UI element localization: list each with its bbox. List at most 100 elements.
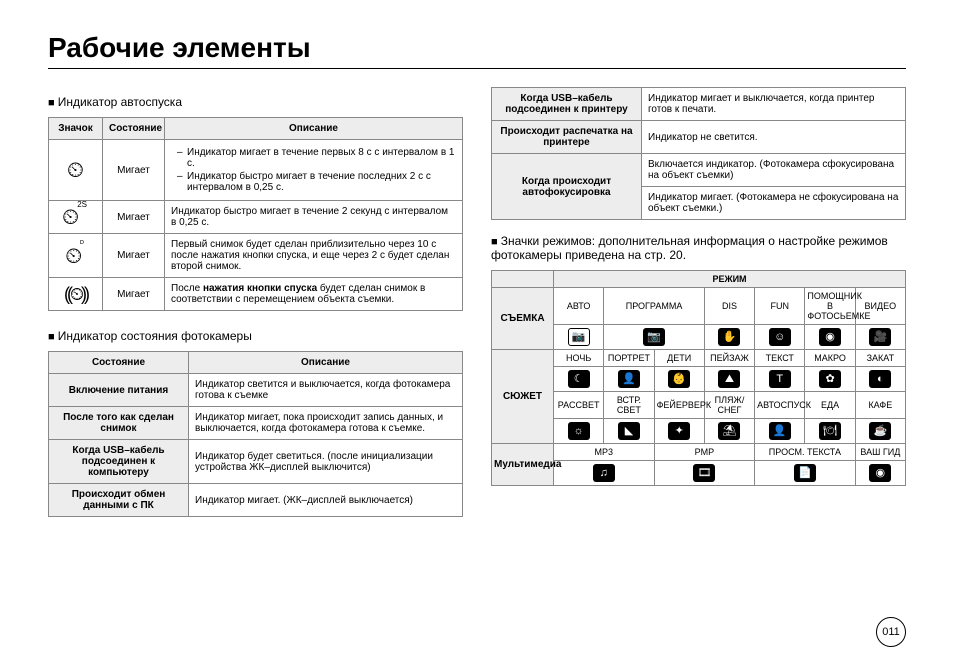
mode-icon-cell: ◐ bbox=[855, 367, 905, 392]
selftimer-row: ((⏲))МигаетПосле нажатия кнопки спуска б… bbox=[49, 278, 463, 311]
status-desc: Индикатор мигает, пока происходит запись… bbox=[189, 407, 463, 440]
mode-name: АВТОСПУСК bbox=[755, 392, 805, 419]
status-row: Происходит распечатка на принтереИндикат… bbox=[492, 121, 906, 154]
status-desc: Индикатор будет светиться. (после инициа… bbox=[189, 440, 463, 484]
status-desc: Индикатор светится и выключается, когда … bbox=[189, 374, 463, 407]
selftimer-row: ⏲ Мигает Индикатор мигает в течение первых… bbox=[49, 140, 463, 201]
desc-cell: Индикатор мигает в течение первых 8 с с … bbox=[165, 140, 463, 201]
mode-icon: ✿ bbox=[819, 370, 841, 388]
page-title: Рабочие элементы bbox=[48, 32, 906, 69]
mode-name: ПЛЯЖ/ СНЕГ bbox=[704, 392, 754, 419]
mode-icon-cell: 🍽 bbox=[805, 419, 855, 444]
mode-icon-cell: ☺ bbox=[755, 325, 805, 350]
th-desc2: Описание bbox=[189, 352, 463, 374]
status-row: Когда USB–кабель подсоединен к принтеруИ… bbox=[492, 88, 906, 121]
mode-name: DIS bbox=[704, 288, 754, 325]
status-table: Состояние Описание Включение питанияИнди… bbox=[48, 351, 463, 517]
mode-icon-cell: T bbox=[755, 367, 805, 392]
th-icon: Значок bbox=[49, 118, 103, 140]
mode-name: ПРОСМ. ТЕКСТА bbox=[755, 444, 856, 461]
timer-icon: ((⏲)) bbox=[64, 284, 87, 304]
timer-icon-sup: 2S bbox=[77, 200, 87, 209]
mode-name: MP3 bbox=[554, 444, 655, 461]
mode-icon-cell: 🎥 bbox=[855, 325, 905, 350]
mode-icon: 📄 bbox=[794, 464, 816, 482]
status-row: После того как сделан снимокИндикатор ми… bbox=[49, 407, 463, 440]
mode-icon-cell: ✋ bbox=[704, 325, 754, 350]
mode-icon-cell: ⛰ bbox=[704, 367, 754, 392]
status-desc: Включается индикатор. (Фотокамера сфокус… bbox=[642, 154, 906, 187]
mode-icon: 📷 bbox=[568, 328, 590, 346]
mode-name: ФЕЙЕРВЕРК bbox=[654, 392, 704, 419]
status-desc: Индикатор мигает. (ЖК–дисплей выключаетс… bbox=[189, 484, 463, 517]
mode-icon-cell: 👤 bbox=[755, 419, 805, 444]
mode-name: ВАШ ГИД bbox=[855, 444, 905, 461]
mode-icon-cell: ♫ bbox=[554, 461, 655, 486]
mode-icon-cell: ◣ bbox=[604, 419, 654, 444]
mode-name: ПОРТРЕТ bbox=[604, 350, 654, 367]
mode-icon-cell: ✦ bbox=[654, 419, 704, 444]
status-desc: Индикатор мигает и выключается, когда пр… bbox=[642, 88, 906, 121]
mode-icon-cell: 🎞 bbox=[654, 461, 755, 486]
mode-icon-cell: 📷 bbox=[604, 325, 705, 350]
left-column: Индикатор автоспуска Значок Состояние Оп… bbox=[48, 87, 463, 517]
status-desc: Индикатор мигает. (Фотокамера не сфокуси… bbox=[642, 187, 906, 220]
selftimer-heading: Индикатор автоспуска bbox=[48, 95, 463, 109]
desc-item: Индикатор мигает в течение первых 8 с с … bbox=[177, 147, 456, 169]
mode-icon-cell: ☼ bbox=[554, 419, 604, 444]
th-desc: Описание bbox=[165, 118, 463, 140]
status-table-cont: Когда USB–кабель подсоединен к принтеруИ… bbox=[491, 87, 906, 220]
timer-icon-cell: ⏲ᴰ bbox=[49, 234, 103, 278]
mode-icon-cell: 👶 bbox=[654, 367, 704, 392]
mode-icon: ⛱ bbox=[718, 422, 740, 440]
mode-name: ДЕТИ bbox=[654, 350, 704, 367]
mode-icon: ◐ bbox=[869, 370, 891, 388]
status-label: Происходит обмен данными с ПК bbox=[49, 484, 189, 517]
mode-icon: ☺ bbox=[769, 328, 791, 346]
mode-icon: ☕ bbox=[869, 422, 891, 440]
mode-icon-cell: ☕ bbox=[855, 419, 905, 444]
shooting-label: СЪЕМКА bbox=[492, 288, 554, 350]
mode-name: КАФЕ bbox=[855, 392, 905, 419]
mode-name: PMP bbox=[654, 444, 755, 461]
status-label: Включение питания bbox=[49, 374, 189, 407]
th-state2: Состояние bbox=[49, 352, 189, 374]
mode-icon: 🍽 bbox=[819, 422, 841, 440]
mode-icon: 👤 bbox=[618, 370, 640, 388]
multimedia-label: Мультимедиа bbox=[492, 444, 554, 486]
mode-name: НОЧЬ bbox=[554, 350, 604, 367]
modes-heading: Значки режимов: дополнительная информаци… bbox=[491, 234, 906, 262]
mode-icon-cell: 👤 bbox=[604, 367, 654, 392]
status-row: Происходит обмен данными с ПКИндикатор м… bbox=[49, 484, 463, 517]
mode-name: ЗАКАТ bbox=[855, 350, 905, 367]
status-label: Когда USB–кабель подсоединен к принтеру bbox=[492, 88, 642, 121]
mode-icon-cell: ◉ bbox=[805, 325, 855, 350]
mode-name: ВСТР. СВЕТ bbox=[604, 392, 654, 419]
desc-cell: После нажатия кнопки спуска будет сделан… bbox=[165, 278, 463, 311]
mode-name: МАКРО bbox=[805, 350, 855, 367]
mode-icon: ◉ bbox=[869, 464, 891, 482]
desc-cell: Первый снимок будет сделан приблизительн… bbox=[165, 234, 463, 278]
mode-icon: ♫ bbox=[593, 464, 615, 482]
mode-name: АВТО bbox=[554, 288, 604, 325]
mode-name: ПРОГРАММА bbox=[604, 288, 705, 325]
mode-icon: 🎥 bbox=[869, 328, 891, 346]
timer-icon: ⏲ bbox=[67, 159, 84, 181]
mode-name: РАССВЕТ bbox=[554, 392, 604, 419]
mode-icon: 👶 bbox=[668, 370, 690, 388]
mode-icon: ✋ bbox=[718, 328, 740, 346]
state-cell: Мигает bbox=[103, 140, 165, 201]
mode-icon: ☼ bbox=[568, 422, 590, 440]
desc-cell: Индикатор быстро мигает в течение 2 секу… bbox=[165, 201, 463, 234]
modes-corner bbox=[492, 271, 554, 288]
mode-icon: ◉ bbox=[819, 328, 841, 346]
mode-icon-cell: ☾ bbox=[554, 367, 604, 392]
mode-icon-cell: ◉ bbox=[855, 461, 905, 486]
mode-icon-cell: ✿ bbox=[805, 367, 855, 392]
mode-icon: ◣ bbox=[618, 422, 640, 440]
status-label: Когда USB–кабель подсоединен к компьютер… bbox=[49, 440, 189, 484]
mode-icon: 📷 bbox=[643, 328, 665, 346]
selftimer-table: Значок Состояние Описание ⏲МигаетИндикат… bbox=[48, 117, 463, 311]
status-label: После того как сделан снимок bbox=[49, 407, 189, 440]
mode-name: ЕДА bbox=[805, 392, 855, 419]
